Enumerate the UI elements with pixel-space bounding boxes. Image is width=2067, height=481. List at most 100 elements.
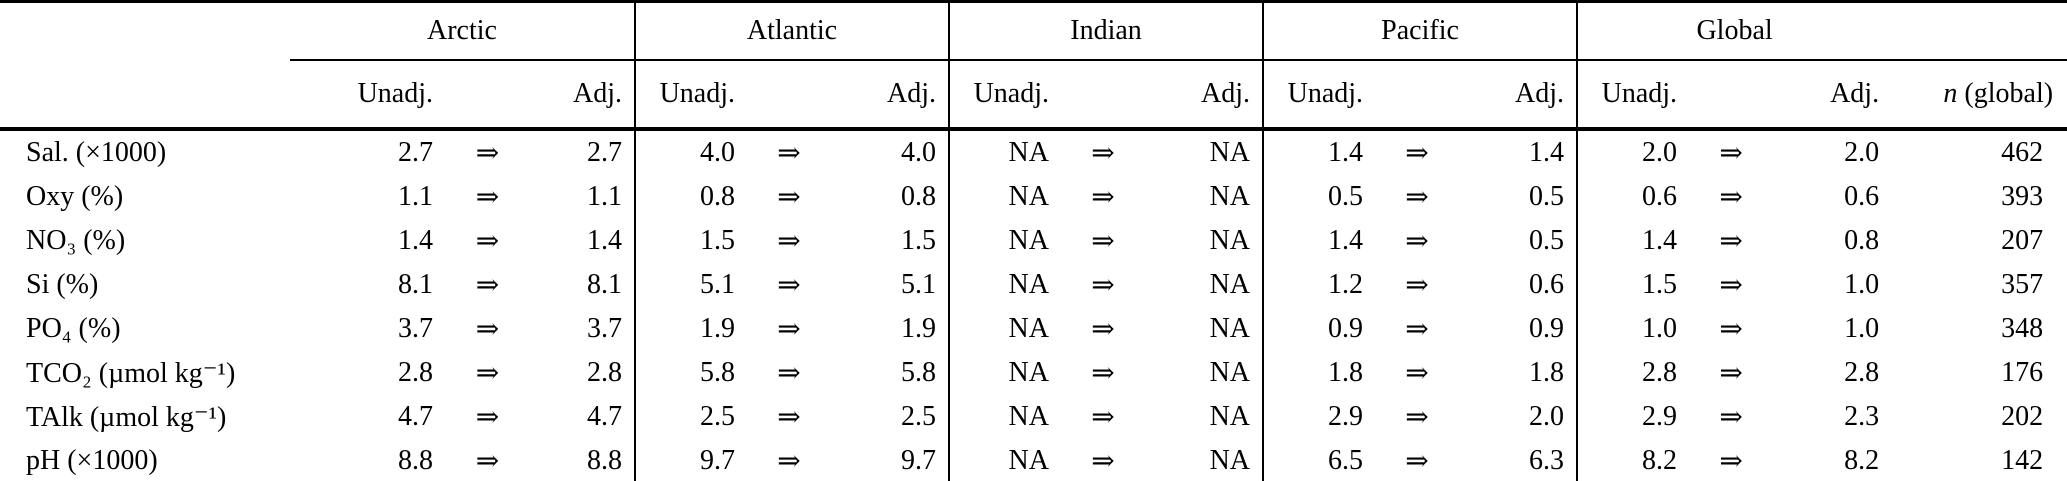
- subheader-global-unadj: Unadj.: [1576, 60, 1690, 131]
- row-label: Oxy (%): [26, 181, 124, 212]
- value-n-global: 207: [2001, 225, 2044, 256]
- double-right-arrow-icon: ⇒: [1405, 182, 1429, 213]
- subheader-arctic-adj: Adj.: [530, 60, 635, 131]
- value-indian-unadj: NA: [948, 219, 1061, 263]
- value-arctic-unadj: 2.7: [398, 137, 433, 168]
- value-pacific-adj: 2.0: [1529, 401, 1565, 432]
- value-n-global: 357: [2001, 269, 2044, 300]
- double-right-arrow-icon: ⇒: [1091, 402, 1115, 433]
- double-right-arrow-icon: ⇒: [1405, 446, 1429, 477]
- value-indian-adj: NA: [1209, 401, 1251, 432]
- value-n-global: 176: [2001, 357, 2044, 388]
- value-atlantic-adj: 9.7: [901, 445, 936, 476]
- double-right-arrow-icon: ⇒: [1719, 314, 1743, 345]
- value-pacific-unadj: 0.9: [1262, 307, 1376, 351]
- value-atlantic-unadj: 4.0: [634, 129, 747, 175]
- group-header-indian: Indian: [947, 1, 1264, 61]
- row-label: Si (%): [26, 269, 99, 300]
- double-right-arrow-icon: ⇒: [1091, 358, 1115, 389]
- subheader-pacific-gap: [1375, 60, 1460, 131]
- value-arctic-unadj: 8.1: [398, 269, 433, 300]
- double-right-arrow-icon: ⇒: [475, 138, 500, 169]
- subheader-arctic-gap: [445, 60, 530, 131]
- value-global-adj: 2.0: [1844, 137, 1880, 168]
- subheader-pacific-unadj: Unadj.: [1262, 60, 1376, 131]
- value-pacific-adj: 1.4: [1529, 137, 1565, 168]
- row-label: NO₃ (%): [26, 225, 126, 256]
- double-right-arrow-icon: ⇒: [475, 446, 500, 477]
- double-right-arrow-icon: ⇒: [1091, 182, 1115, 213]
- subheader-indian-adj: Adj.: [1145, 60, 1264, 131]
- value-global-adj: 1.0: [1844, 269, 1880, 300]
- value-indian-unadj: NA: [948, 351, 1061, 395]
- double-right-arrow-icon: ⇒: [1719, 358, 1743, 389]
- value-n-global: 348: [2001, 313, 2044, 344]
- value-arctic-adj: 8.1: [587, 269, 622, 300]
- value-global-unadj: 1.0: [1576, 307, 1690, 351]
- double-right-arrow-icon: ⇒: [777, 270, 801, 301]
- value-atlantic-unadj: 1.5: [634, 219, 747, 263]
- double-right-arrow-icon: ⇒: [1405, 138, 1429, 169]
- value-pacific-adj: 0.6: [1529, 269, 1565, 300]
- value-global-unadj: 2.9: [1576, 395, 1690, 439]
- double-right-arrow-icon: ⇒: [1091, 138, 1115, 169]
- row-label: TAlk (µmol kg⁻¹): [26, 402, 227, 433]
- value-arctic-unadj: 2.8: [398, 357, 433, 388]
- double-right-arrow-icon: ⇒: [777, 446, 801, 477]
- value-global-adj: 2.3: [1844, 401, 1880, 432]
- value-indian-adj: NA: [1209, 181, 1251, 212]
- value-n-global: 202: [2001, 401, 2044, 432]
- value-indian-unadj: NA: [948, 395, 1061, 439]
- value-indian-unadj: NA: [948, 129, 1061, 175]
- double-right-arrow-icon: ⇒: [1091, 446, 1115, 477]
- value-pacific-unadj: 1.8: [1262, 351, 1376, 395]
- value-global-unadj: 0.6: [1576, 175, 1690, 219]
- value-pacific-unadj: 2.9: [1262, 395, 1376, 439]
- double-right-arrow-icon: ⇒: [777, 138, 801, 169]
- value-global-adj: 8.2: [1844, 445, 1880, 476]
- double-right-arrow-icon: ⇒: [1091, 270, 1115, 301]
- value-indian-adj: NA: [1209, 445, 1251, 476]
- double-right-arrow-icon: ⇒: [475, 402, 500, 433]
- double-right-arrow-icon: ⇒: [475, 314, 500, 345]
- double-right-arrow-icon: ⇒: [1719, 226, 1743, 257]
- value-arctic-adj: 2.8: [587, 357, 622, 388]
- subheader-indian-gap: [1061, 60, 1145, 131]
- value-arctic-adj: 2.7: [587, 137, 622, 168]
- double-right-arrow-icon: ⇒: [777, 226, 801, 257]
- double-right-arrow-icon: ⇒: [1719, 446, 1743, 477]
- value-indian-adj: NA: [1209, 313, 1251, 344]
- value-global-unadj: 2.8: [1576, 351, 1690, 395]
- double-right-arrow-icon: ⇒: [1719, 402, 1743, 433]
- double-right-arrow-icon: ⇒: [777, 358, 801, 389]
- subheader-row: Unadj. Adj. Unadj. Adj. Unadj. Adj. Unad…: [0, 60, 2067, 131]
- value-global-adj: 0.8: [1844, 225, 1880, 256]
- value-arctic-adj: 3.7: [587, 313, 622, 344]
- value-atlantic-adj: 4.0: [901, 137, 936, 168]
- value-pacific-adj: 0.9: [1529, 313, 1565, 344]
- value-atlantic-unadj: 5.1: [634, 263, 747, 307]
- subheader-indian-unadj: Unadj.: [948, 60, 1061, 131]
- double-right-arrow-icon: ⇒: [777, 182, 801, 213]
- value-pacific-unadj: 1.4: [1262, 219, 1376, 263]
- value-atlantic-unadj: 2.5: [634, 395, 747, 439]
- row-label: TCO₂ (µmol kg⁻¹): [26, 358, 236, 389]
- value-atlantic-adj: 0.8: [901, 181, 936, 212]
- double-right-arrow-icon: ⇒: [1719, 182, 1743, 213]
- table-row-ph: pH (×1000) 8.8 ⇒ 8.8 9.7 ⇒ 9.7 NA ⇒ NA 6…: [0, 439, 2067, 481]
- n-global-header: n (global): [1891, 60, 2067, 131]
- table-row-po4: PO₄ (%) 3.7 ⇒ 3.7 1.9 ⇒ 1.9 NA ⇒ NA 0.9 …: [0, 307, 2067, 351]
- value-indian-adj: NA: [1209, 225, 1251, 256]
- subheader-atlantic-adj: Adj.: [831, 60, 949, 131]
- subheader-spacer: [0, 60, 290, 131]
- double-right-arrow-icon: ⇒: [1405, 226, 1429, 257]
- double-right-arrow-icon: ⇒: [777, 402, 801, 433]
- value-atlantic-unadj: 0.8: [634, 175, 747, 219]
- corner-spacer: [0, 2, 290, 61]
- value-arctic-adj: 4.7: [587, 401, 622, 432]
- table-row-sal: Sal. (×1000) 2.7 ⇒ 2.7 4.0 ⇒ 4.0 NA ⇒ NA…: [0, 129, 2067, 175]
- subheader-global-gap: [1689, 60, 1774, 131]
- value-global-adj: 1.0: [1844, 313, 1880, 344]
- value-global-adj: 2.8: [1844, 357, 1880, 388]
- value-global-unadj: 1.4: [1576, 219, 1690, 263]
